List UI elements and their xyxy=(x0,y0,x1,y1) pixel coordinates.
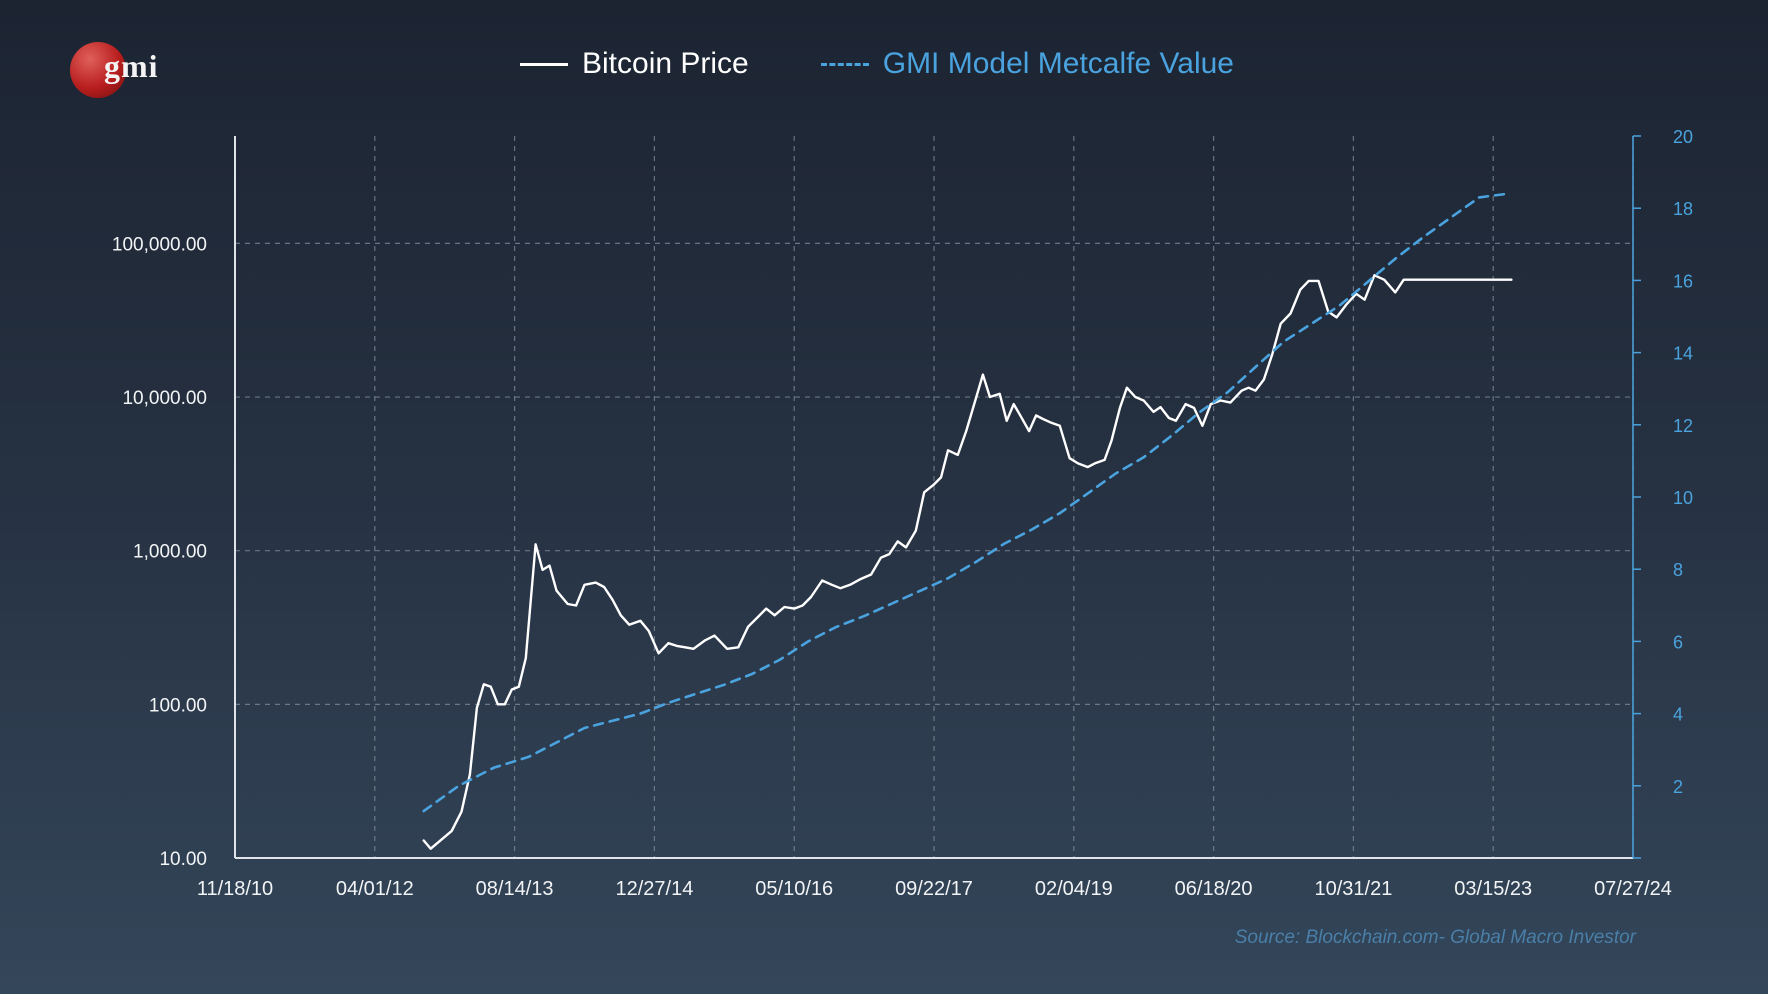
x-tick-label: 03/15/23 xyxy=(1454,878,1532,900)
y-right-tick-label: 14 xyxy=(1673,344,1693,364)
legend-swatch-solid xyxy=(520,62,568,66)
bitcoin-price-line xyxy=(422,274,1513,850)
gmi-logo: gmi xyxy=(70,42,190,102)
logo-text: gmi xyxy=(104,48,159,84)
legend-label-bitcoin-price: Bitcoin Price xyxy=(582,47,749,80)
y-right-tick-label: 16 xyxy=(1673,271,1693,291)
x-tick-label: 11/18/10 xyxy=(197,878,273,900)
y-left-tick-label: 100.00 xyxy=(149,695,207,716)
x-tick-label: 06/18/20 xyxy=(1175,878,1253,900)
legend-item-bitcoin-price: Bitcoin Price xyxy=(520,47,749,81)
y-right-tick-label: 18 xyxy=(1673,199,1693,219)
x-tick-label: 04/01/12 xyxy=(336,878,414,900)
legend-label-metcalfe-value: GMI Model Metcalfe Value xyxy=(882,47,1234,80)
legend-swatch-dashed xyxy=(820,62,869,66)
logo-globe-icon xyxy=(70,42,126,98)
x-tick-label: 07/27/24 xyxy=(1594,878,1672,900)
y-left-tick-label: 1,000.00 xyxy=(133,542,207,563)
x-tick-label: 12/27/14 xyxy=(615,878,693,900)
y-right-tick-label: 20 xyxy=(1673,127,1693,147)
x-tick-label: 02/04/19 xyxy=(1035,878,1113,900)
y-right-tick-label: 12 xyxy=(1673,416,1693,436)
x-tick-label: 05/10/16 xyxy=(755,878,833,900)
y-right-tick-label: 6 xyxy=(1673,632,1683,652)
y-left-tick-label: 10.00 xyxy=(159,849,207,870)
source-note: Source: Blockchain.com- Global Macro Inv… xyxy=(1234,927,1636,948)
y-right-tick-label: 8 xyxy=(1673,560,1683,580)
x-tick-label: 10/31/21 xyxy=(1314,878,1392,900)
x-tick-label: 08/14/13 xyxy=(476,878,554,900)
y-right-tick-label: 2 xyxy=(1673,777,1683,797)
metcalfe-value-line xyxy=(422,192,1509,813)
legend-item-metcalfe-value: GMI Model Metcalfe Value xyxy=(820,47,1234,81)
y-left-tick-label: 10,000.00 xyxy=(122,388,207,409)
chart-legend: Bitcoin Price GMI Model Metcalfe Value xyxy=(520,44,1306,84)
y-right-tick-label: 4 xyxy=(1673,705,1683,725)
x-tick-label: 09/22/17 xyxy=(895,878,973,900)
y-right-tick-label: 10 xyxy=(1673,488,1693,508)
y-left-tick-label: 100,000.00 xyxy=(112,234,207,255)
